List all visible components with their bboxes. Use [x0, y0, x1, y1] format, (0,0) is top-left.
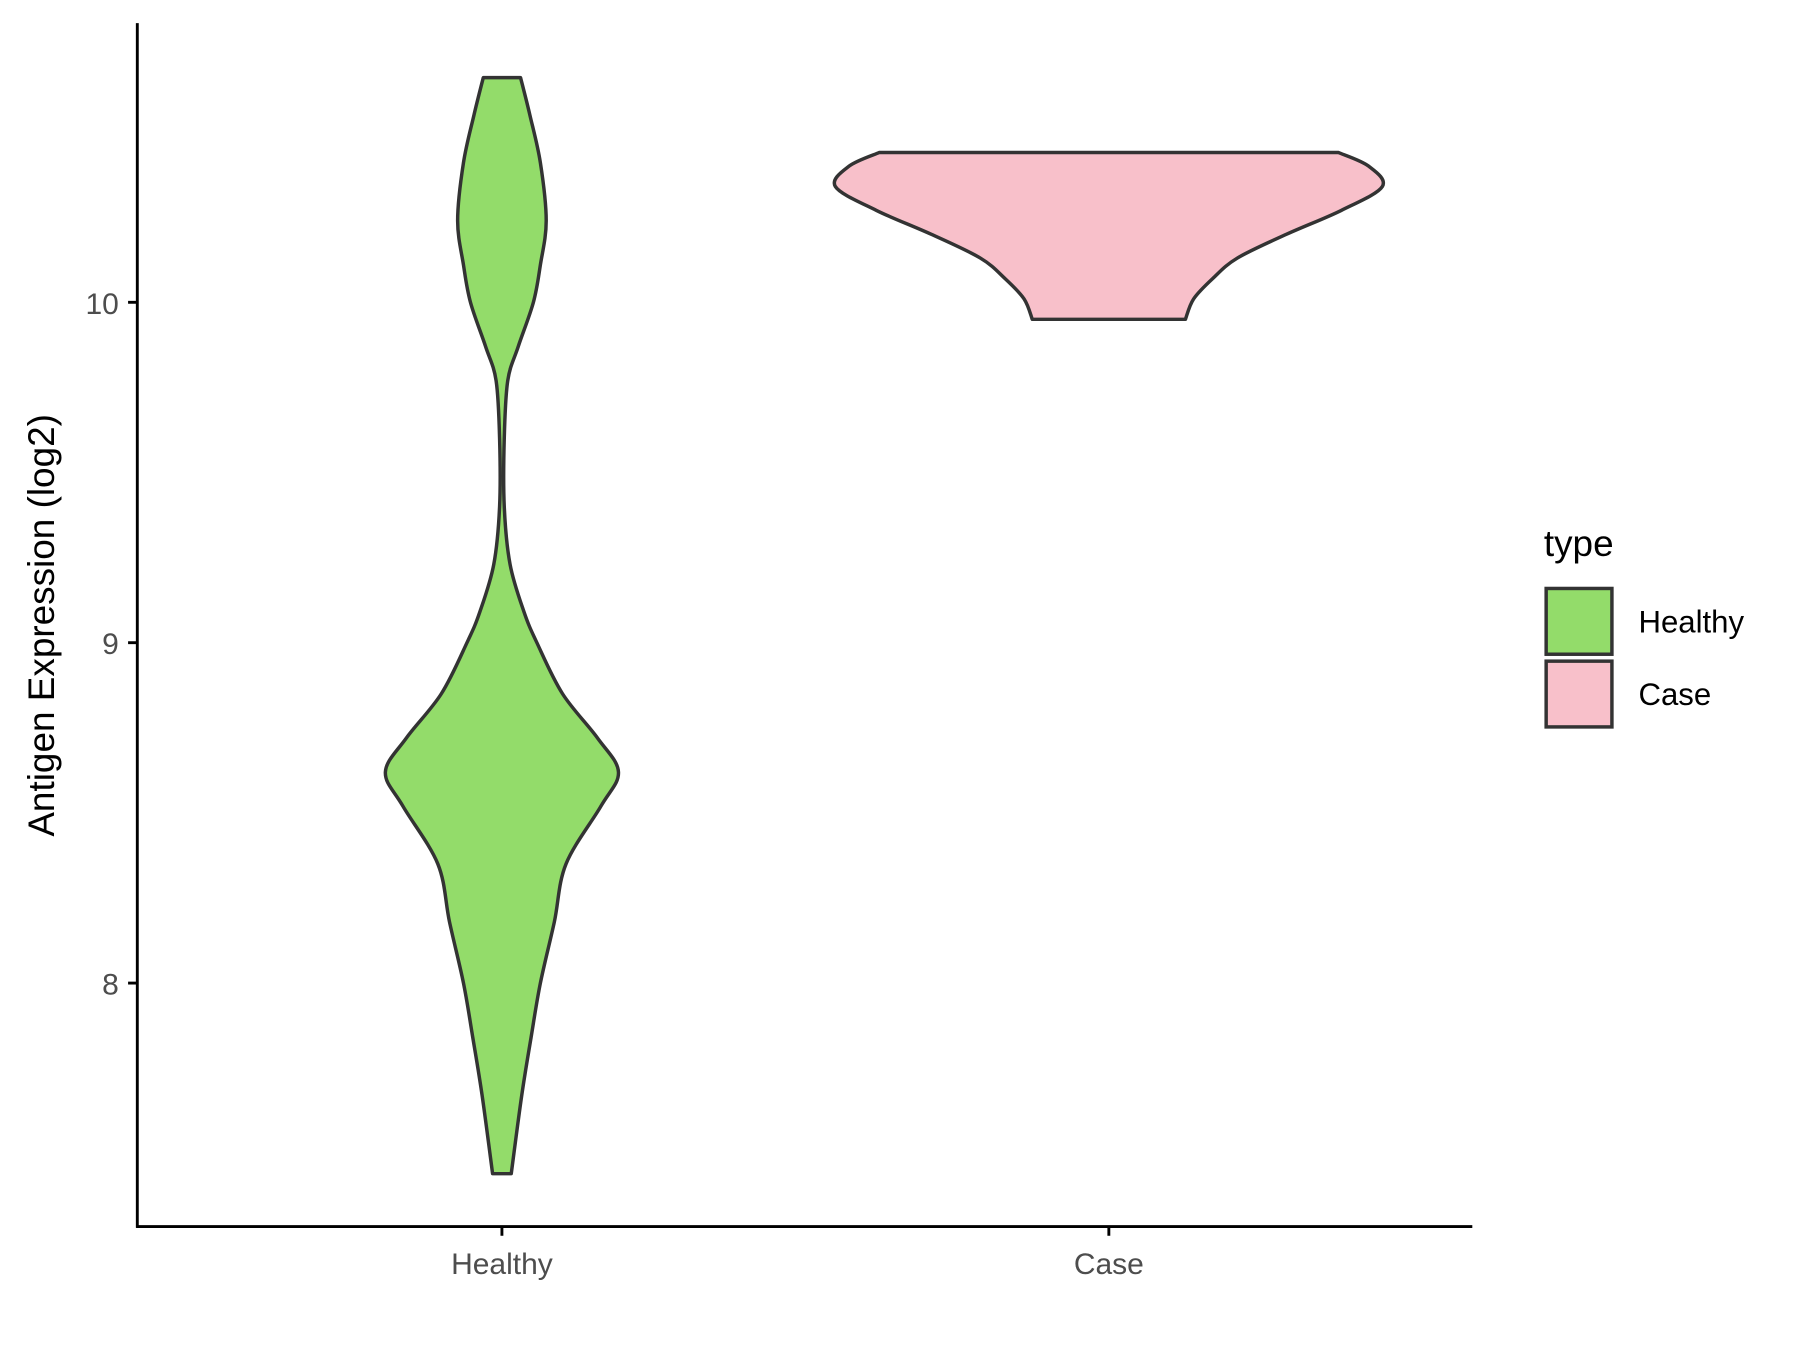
y-tick-label: 10: [85, 288, 118, 321]
y-tick-label: 8: [102, 969, 119, 1002]
violin-healthy: [383, 75, 621, 1176]
violins: [383, 75, 1386, 1176]
x-ticks: Healthy Case: [451, 1226, 1144, 1281]
x-tick-label: Case: [1074, 1248, 1144, 1281]
y-tick-label: 9: [102, 628, 119, 661]
legend-label: Healthy: [1638, 604, 1744, 639]
y-ticks: 8 9 10: [85, 288, 138, 1002]
violin-case: [832, 150, 1386, 322]
legend-key-healthy: [1544, 586, 1614, 656]
y-axis-label: Antigen Expression (log2): [21, 414, 62, 837]
legend-label: Case: [1638, 677, 1711, 712]
legend-title: type: [1544, 523, 1614, 564]
x-tick-label: Healthy: [451, 1248, 553, 1281]
legend-key-case: [1544, 659, 1614, 729]
legend: Healthy Case: [1544, 586, 1744, 729]
